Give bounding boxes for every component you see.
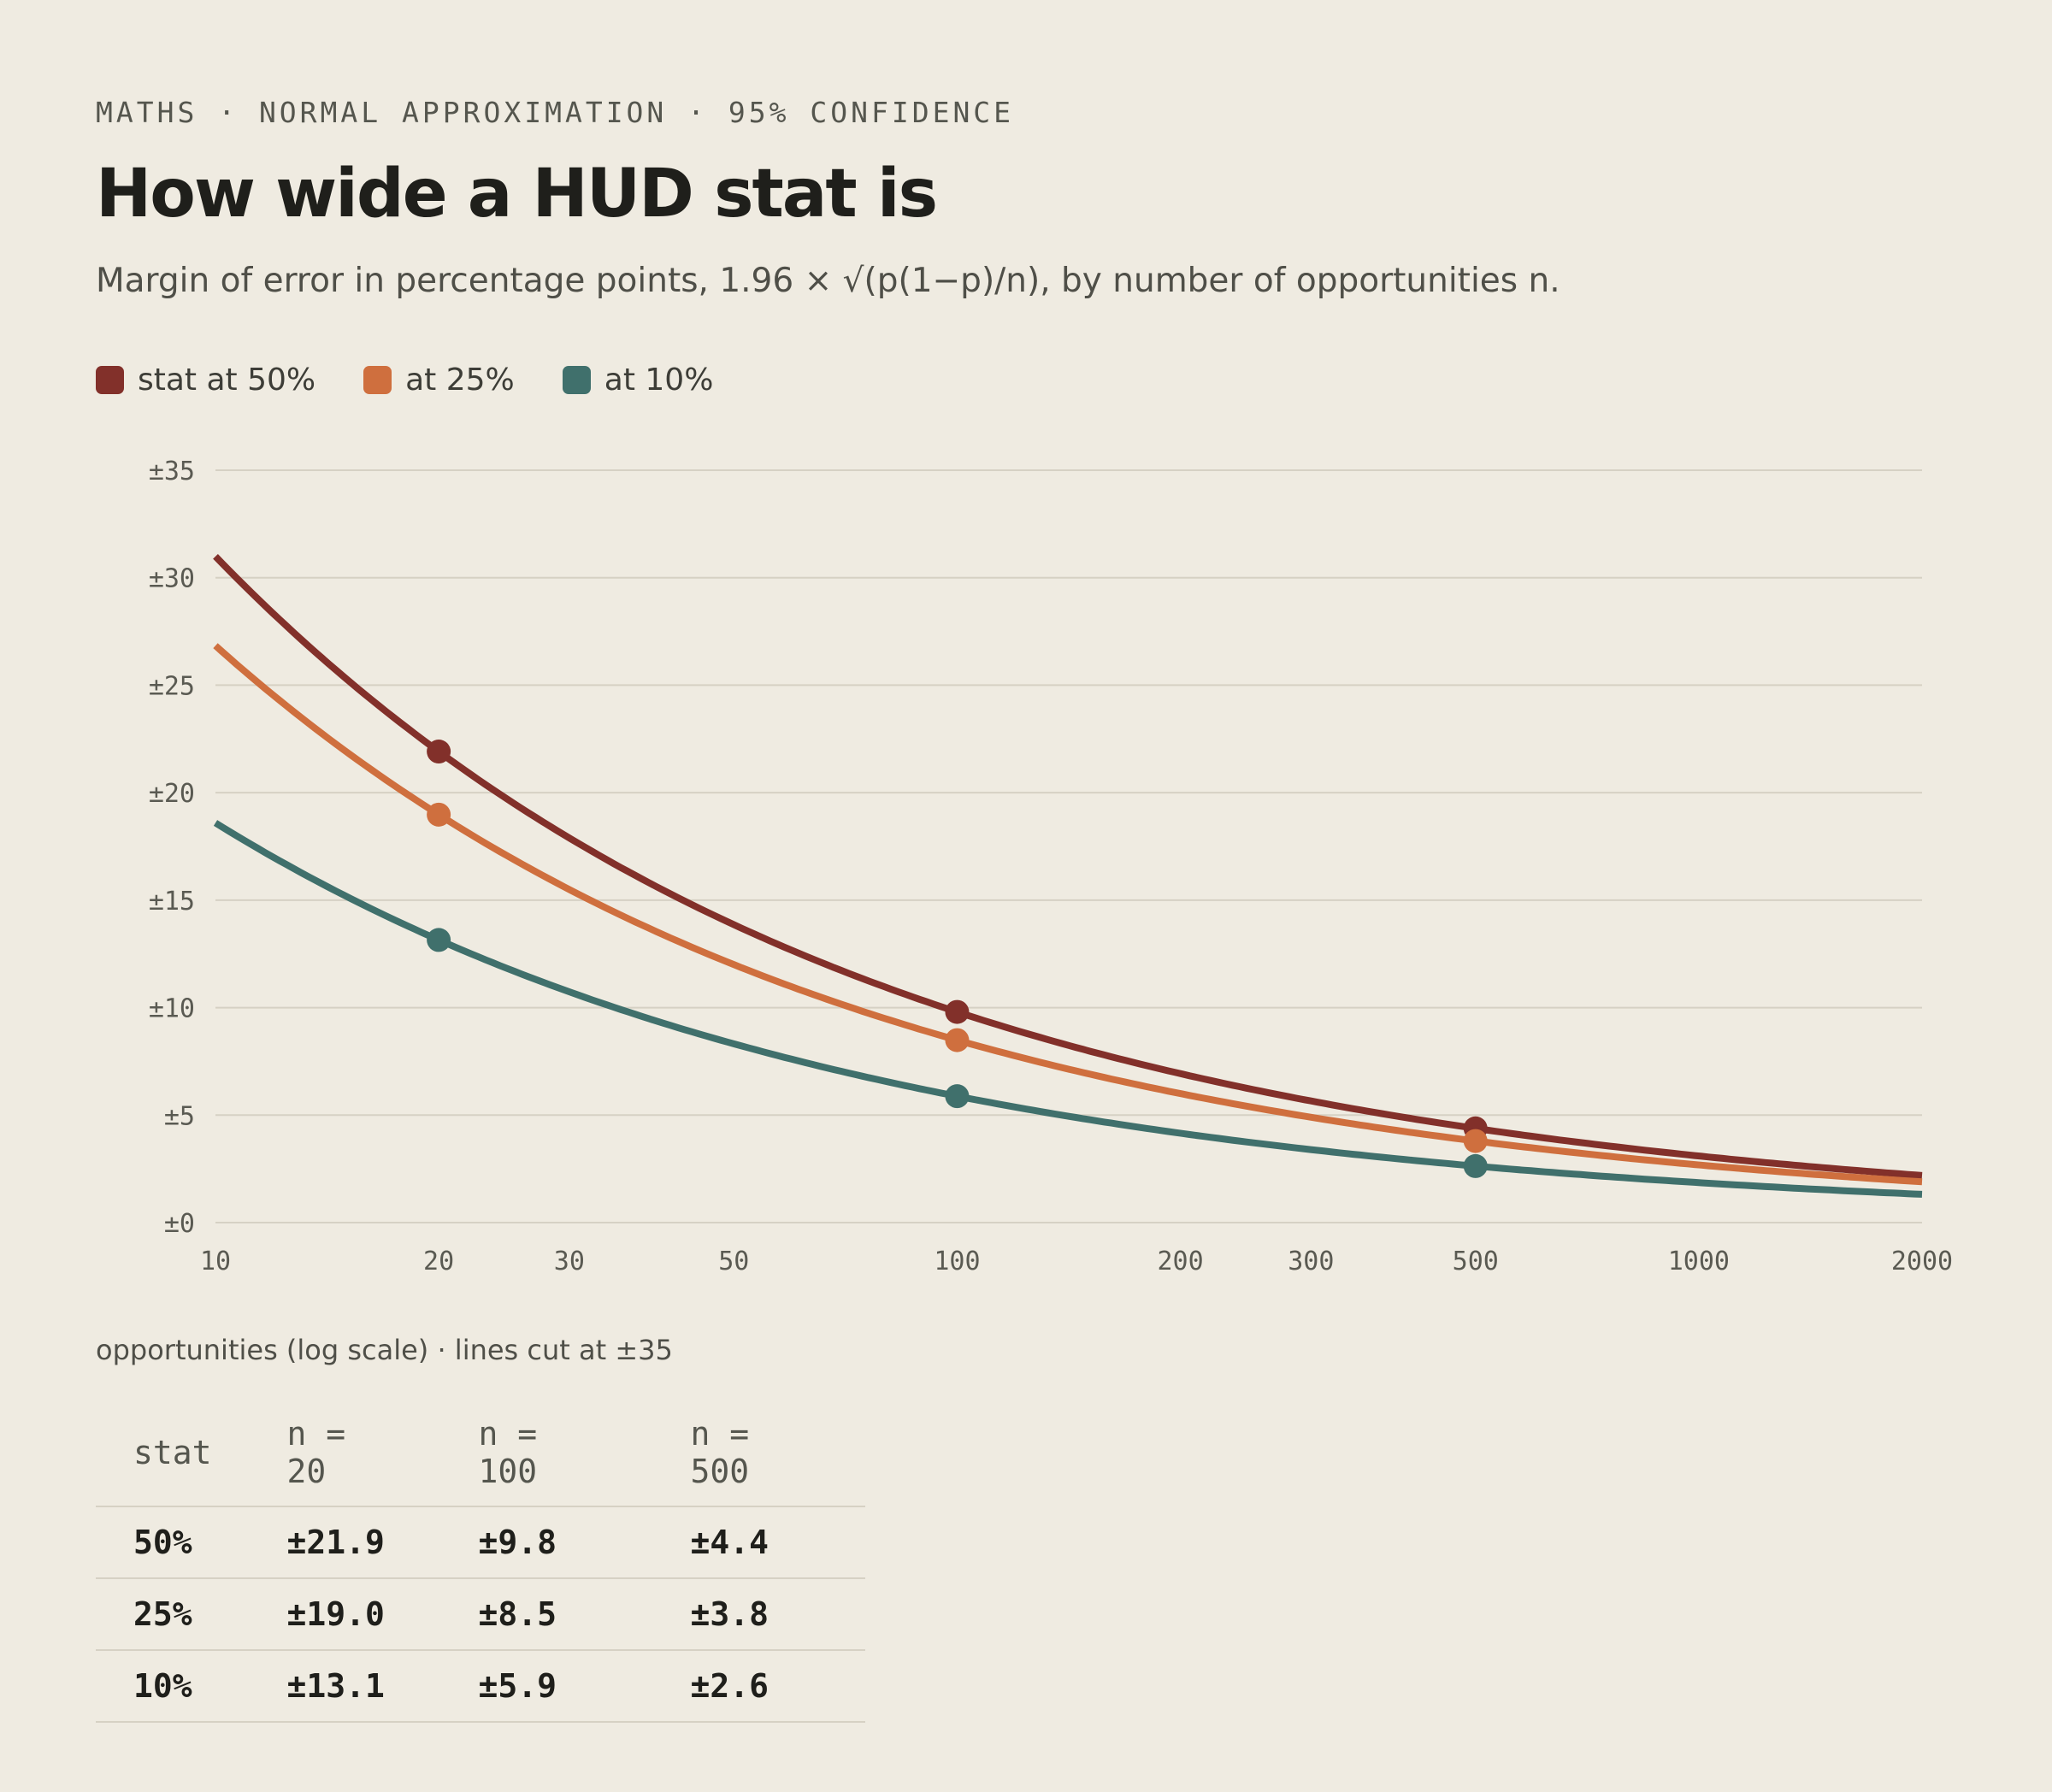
kicker: MATHS · NORMAL APPROXIMATION · 95% CONFI… [96, 96, 1015, 129]
legend-item-50: stat at 50% [96, 363, 315, 398]
table-header: n = 20 [249, 1415, 441, 1507]
table-cell: ±4.4 [652, 1506, 865, 1579]
legend: stat at 50% at 25% at 10% [96, 363, 713, 398]
x-tick-label: 10 [200, 1247, 231, 1276]
series-line-1 [213, 554, 1923, 1179]
legend-swatch-10 [562, 366, 591, 394]
summary-table: stat n = 20 n = 100 n = 500 50% ±21.9 ±9… [96, 1415, 865, 1723]
table-row: 10% ±13.1 ±5.9 ±2.6 [96, 1650, 865, 1723]
table-cell: ±19.0 [249, 1578, 441, 1651]
page-title: How wide a HUD stat is [96, 156, 938, 233]
table-row: 25% ±19.0 ±8.5 ±3.8 [96, 1578, 865, 1651]
series-point-2 [1463, 1129, 1488, 1153]
series-line-2 [213, 643, 1923, 1186]
x-tick-label: 500 [1453, 1247, 1499, 1276]
legend-label-25: at 25% [405, 363, 515, 398]
table-cell: 10% [96, 1650, 250, 1723]
y-tick-label: ±20 [149, 779, 195, 809]
y-tick-label: ±10 [149, 994, 195, 1024]
y-tick-label: ±25 [149, 671, 195, 701]
legend-item-10: at 10% [562, 363, 714, 398]
table-cell: ±2.6 [652, 1650, 865, 1723]
x-tick-label: 100 [934, 1247, 980, 1276]
series-point-1 [945, 999, 970, 1024]
y-tick-label: ±0 [164, 1209, 195, 1239]
legend-label-50: stat at 50% [138, 363, 316, 398]
x-tick-label: 30 [554, 1247, 585, 1276]
subtitle: Margin of error in percentage points, 1.… [96, 262, 1560, 300]
table-header-row: stat n = 20 n = 100 n = 500 [96, 1415, 865, 1507]
table-cell: ±21.9 [249, 1506, 441, 1579]
x-tick-label: 300 [1288, 1247, 1334, 1276]
legend-swatch-25 [363, 366, 392, 394]
x-tick-label: 200 [1157, 1247, 1203, 1276]
y-tick-label: ±30 [149, 564, 195, 594]
series-point-3 [427, 928, 451, 952]
table-row: 50% ±21.9 ±9.8 ±4.4 [96, 1506, 865, 1579]
table-cell: ±5.9 [440, 1650, 653, 1723]
legend-label-10: at 10% [604, 363, 714, 398]
margin-of-error-chart: ±0 ±5 ±10 ±15 ±20 ±25 ±30 ±35 10 20 30 50 100 200 300 5… [149, 457, 1953, 1276]
series-point-3 [945, 1084, 970, 1109]
table-cell: 25% [96, 1578, 250, 1651]
table-cell: ±13.1 [249, 1650, 441, 1723]
y-tick-label: ±15 [149, 887, 195, 917]
table-header: n = 100 [440, 1415, 653, 1507]
table-cell: ±3.8 [652, 1578, 865, 1651]
x-tick-label: 20 [423, 1247, 454, 1276]
table-cell: ±8.5 [440, 1578, 653, 1651]
y-tick-label: ±35 [149, 457, 195, 486]
table-cell: ±9.8 [440, 1506, 653, 1579]
series-point-2 [945, 1028, 970, 1052]
y-tick-label: ±5 [164, 1101, 195, 1131]
legend-item-25: at 25% [363, 363, 515, 398]
x-tick-label: 1000 [1668, 1247, 1730, 1276]
table-header: stat [96, 1415, 250, 1507]
x-axis-note: opportunities (log scale) · lines cut at… [96, 1334, 673, 1366]
series-point-1 [427, 740, 451, 764]
table-header: n = 500 [652, 1415, 865, 1507]
x-tick-label: 50 [718, 1247, 749, 1276]
series-point-2 [427, 802, 451, 827]
table-cell: 50% [96, 1506, 250, 1579]
legend-swatch-50 [96, 366, 124, 394]
x-tick-label: 2000 [1891, 1247, 1953, 1276]
series-line-3 [213, 820, 1923, 1198]
series-point-3 [1463, 1153, 1488, 1178]
